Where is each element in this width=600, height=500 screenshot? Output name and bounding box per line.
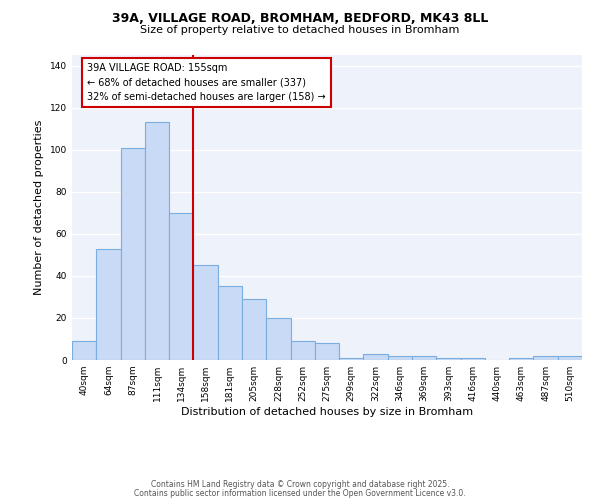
- Bar: [509, 358, 533, 360]
- Text: 39A VILLAGE ROAD: 155sqm
← 68% of detached houses are smaller (337)
32% of semi-: 39A VILLAGE ROAD: 155sqm ← 68% of detach…: [88, 62, 326, 102]
- Bar: [145, 122, 169, 360]
- Bar: [339, 358, 364, 360]
- Bar: [558, 356, 582, 360]
- Bar: [461, 358, 485, 360]
- Bar: [436, 358, 461, 360]
- Bar: [96, 248, 121, 360]
- Bar: [121, 148, 145, 360]
- Bar: [266, 318, 290, 360]
- Bar: [412, 356, 436, 360]
- Bar: [169, 213, 193, 360]
- Bar: [218, 286, 242, 360]
- Bar: [72, 341, 96, 360]
- Text: Size of property relative to detached houses in Bromham: Size of property relative to detached ho…: [140, 25, 460, 35]
- Text: 39A, VILLAGE ROAD, BROMHAM, BEDFORD, MK43 8LL: 39A, VILLAGE ROAD, BROMHAM, BEDFORD, MK4…: [112, 12, 488, 26]
- Bar: [290, 341, 315, 360]
- Bar: [242, 299, 266, 360]
- Bar: [193, 266, 218, 360]
- Bar: [315, 343, 339, 360]
- X-axis label: Distribution of detached houses by size in Bromham: Distribution of detached houses by size …: [181, 407, 473, 417]
- Y-axis label: Number of detached properties: Number of detached properties: [34, 120, 44, 295]
- Bar: [388, 356, 412, 360]
- Text: Contains HM Land Registry data © Crown copyright and database right 2025.: Contains HM Land Registry data © Crown c…: [151, 480, 449, 489]
- Bar: [364, 354, 388, 360]
- Text: Contains public sector information licensed under the Open Government Licence v3: Contains public sector information licen…: [134, 488, 466, 498]
- Bar: [533, 356, 558, 360]
